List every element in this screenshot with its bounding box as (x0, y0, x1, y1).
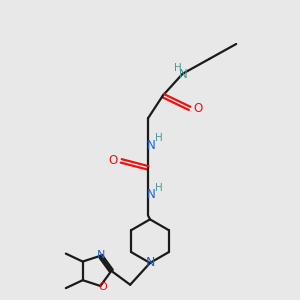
Text: O: O (193, 102, 202, 115)
Text: N: N (145, 256, 155, 269)
Text: O: O (98, 282, 107, 292)
Text: N: N (147, 139, 155, 152)
Text: N: N (179, 68, 188, 81)
Text: O: O (109, 154, 118, 167)
Text: N: N (97, 250, 106, 260)
Text: H: H (174, 63, 182, 73)
Text: H: H (155, 183, 163, 193)
Text: H: H (155, 133, 163, 143)
Text: N: N (147, 188, 155, 201)
